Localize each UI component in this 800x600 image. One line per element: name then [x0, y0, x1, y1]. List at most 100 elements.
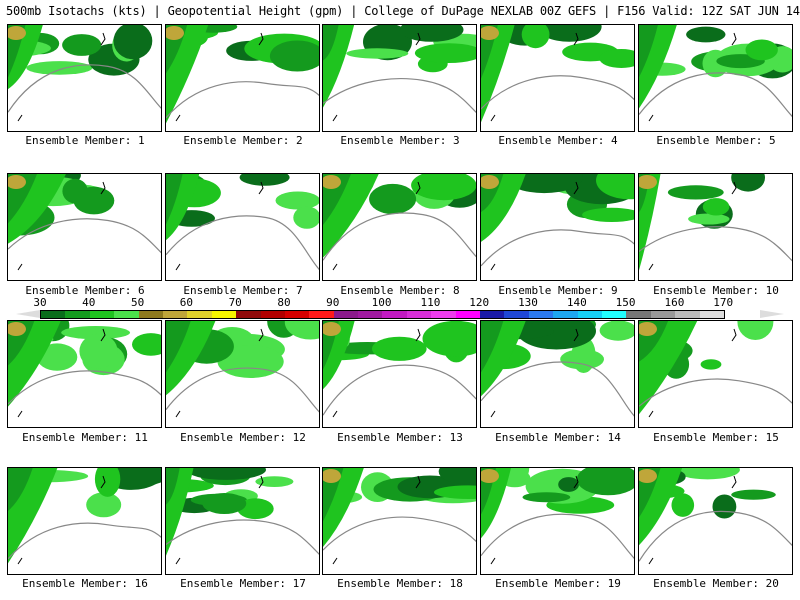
- legend-swatch: [577, 311, 602, 318]
- ensemble-member-label: Ensemble Member: 16: [22, 577, 148, 590]
- legend-swatch: [41, 311, 66, 318]
- ensemble-member-label: Ensemble Member: 14: [495, 431, 621, 444]
- legend-tick-label: 160: [664, 296, 685, 309]
- ensemble-map-panel: [7, 173, 162, 281]
- legend-tick-label: 90: [326, 296, 340, 309]
- legend-tick-label: 110: [420, 296, 441, 309]
- legend-swatch: [309, 311, 334, 318]
- legend-color-bar: [40, 310, 725, 319]
- ensemble-map-panel: [165, 24, 320, 132]
- legend-swatch: [431, 311, 456, 318]
- ensemble-map: [166, 174, 319, 271]
- legend-right-arrow: [760, 310, 784, 318]
- legend-swatch: [504, 311, 529, 318]
- legend-tick-label: 170: [713, 296, 734, 309]
- legend-swatch: [284, 311, 310, 318]
- ensemble-map: [323, 321, 476, 418]
- legend-tick-label: 130: [518, 296, 538, 309]
- legend-swatch: [528, 311, 554, 318]
- ensemble-map-panel: [322, 320, 477, 428]
- ensemble-map-panel: [322, 173, 477, 281]
- legend-swatch: [382, 311, 407, 318]
- legend-tick-label: 30: [33, 296, 47, 309]
- legend-swatch: [333, 311, 359, 318]
- legend-swatch: [114, 311, 139, 318]
- ensemble-map: [8, 25, 161, 122]
- legend-tick-label: 120: [469, 296, 490, 309]
- ensemble-member-label: Ensemble Member: 17: [180, 577, 306, 590]
- ensemble-member-label: Ensemble Member: 6: [25, 284, 145, 297]
- ensemble-map: [323, 468, 476, 565]
- legend-left-arrow: [16, 310, 40, 318]
- legend-tick-label: 60: [179, 296, 194, 309]
- ensemble-map-panel: [638, 24, 793, 132]
- ensemble-map-panel: [165, 467, 320, 575]
- ensemble-map: [639, 321, 792, 418]
- ensemble-member-label: Ensemble Member: 1: [25, 134, 145, 147]
- legend-tick-label: 140: [566, 296, 587, 309]
- ensemble-map-panel: [480, 173, 635, 281]
- ensemble-map-panel: [7, 320, 162, 428]
- ensemble-member-label: Ensemble Member: 5: [656, 134, 776, 147]
- ensemble-map-panel: [165, 173, 320, 281]
- ensemble-map: [481, 174, 634, 271]
- ensemble-member-label: Ensemble Member: 13: [337, 431, 463, 444]
- ensemble-map: [8, 468, 161, 565]
- ensemble-member-label: Ensemble Member: 2: [183, 134, 303, 147]
- ensemble-map-panel: [480, 467, 635, 575]
- legend-swatch: [260, 311, 285, 318]
- ensemble-map: [166, 468, 319, 565]
- legend-tick-label: 40: [82, 296, 96, 309]
- ensemble-map: [8, 174, 161, 271]
- ensemble-map-panel: [322, 467, 477, 575]
- legend-swatch: [162, 311, 188, 318]
- ensemble-map: [481, 25, 634, 123]
- legend-swatch: [138, 311, 163, 318]
- ensemble-member-label: Ensemble Member: 12: [180, 431, 306, 444]
- ensemble-member-label: Ensemble Member: 18: [337, 577, 463, 590]
- ensemble-map-panel: [638, 320, 793, 428]
- ensemble-map-panel: [480, 24, 635, 132]
- legend-swatch: [650, 311, 676, 318]
- ensemble-map: [166, 321, 319, 418]
- ensemble-map: [481, 468, 634, 565]
- legend-swatch: [211, 311, 237, 318]
- ensemble-map: [639, 174, 792, 271]
- legend-swatch: [699, 311, 724, 318]
- ensemble-member-label: Ensemble Member: 3: [340, 134, 460, 147]
- ensemble-member-label: Ensemble Member: 4: [498, 134, 618, 147]
- ensemble-map-panel: [322, 24, 477, 132]
- legend-swatch: [626, 311, 651, 318]
- ensemble-map-panel: [480, 320, 635, 428]
- legend-swatch: [358, 311, 383, 318]
- legend-tick-label: 70: [228, 296, 242, 309]
- legend-swatch: [65, 311, 90, 318]
- ensemble-member-label: Ensemble Member: 19: [495, 577, 621, 590]
- ensemble-member-label: Ensemble Member: 7: [183, 284, 303, 297]
- ensemble-map-panel: [638, 467, 793, 575]
- legend-swatch: [406, 311, 432, 318]
- ensemble-map-panel: [638, 173, 793, 281]
- legend-swatch: [480, 311, 505, 318]
- ensemble-map: [481, 321, 634, 418]
- color-legend: 30 40 50 60 70 80 90 100 110 120 130 140 150 160 170: [0, 296, 800, 320]
- legend-swatch: [553, 311, 578, 318]
- ensemble-map: [8, 321, 161, 418]
- ensemble-member-label: Ensemble Member: 11: [22, 431, 148, 444]
- ensemble-map: [323, 174, 476, 271]
- legend-swatch: [89, 311, 115, 318]
- legend-swatch: [455, 311, 481, 318]
- legend-tick-label: 50: [130, 296, 145, 309]
- ensemble-map: [639, 468, 792, 565]
- legend-tick-label: 150: [615, 296, 636, 309]
- legend-swatch: [675, 311, 700, 318]
- ensemble-map-panel: [7, 24, 162, 132]
- ensemble-map-panel: [7, 467, 162, 575]
- ensemble-map: [323, 25, 476, 122]
- ensemble-map-panel: [165, 320, 320, 428]
- ensemble-member-label: Ensemble Member: 20: [653, 577, 779, 590]
- legend-tick-label: 80: [277, 296, 291, 309]
- ensemble-member-label: Ensemble Member: 8: [340, 284, 460, 297]
- legend-tick-label: 100: [371, 296, 392, 309]
- ensemble-member-label: Ensemble Member: 15: [653, 431, 779, 444]
